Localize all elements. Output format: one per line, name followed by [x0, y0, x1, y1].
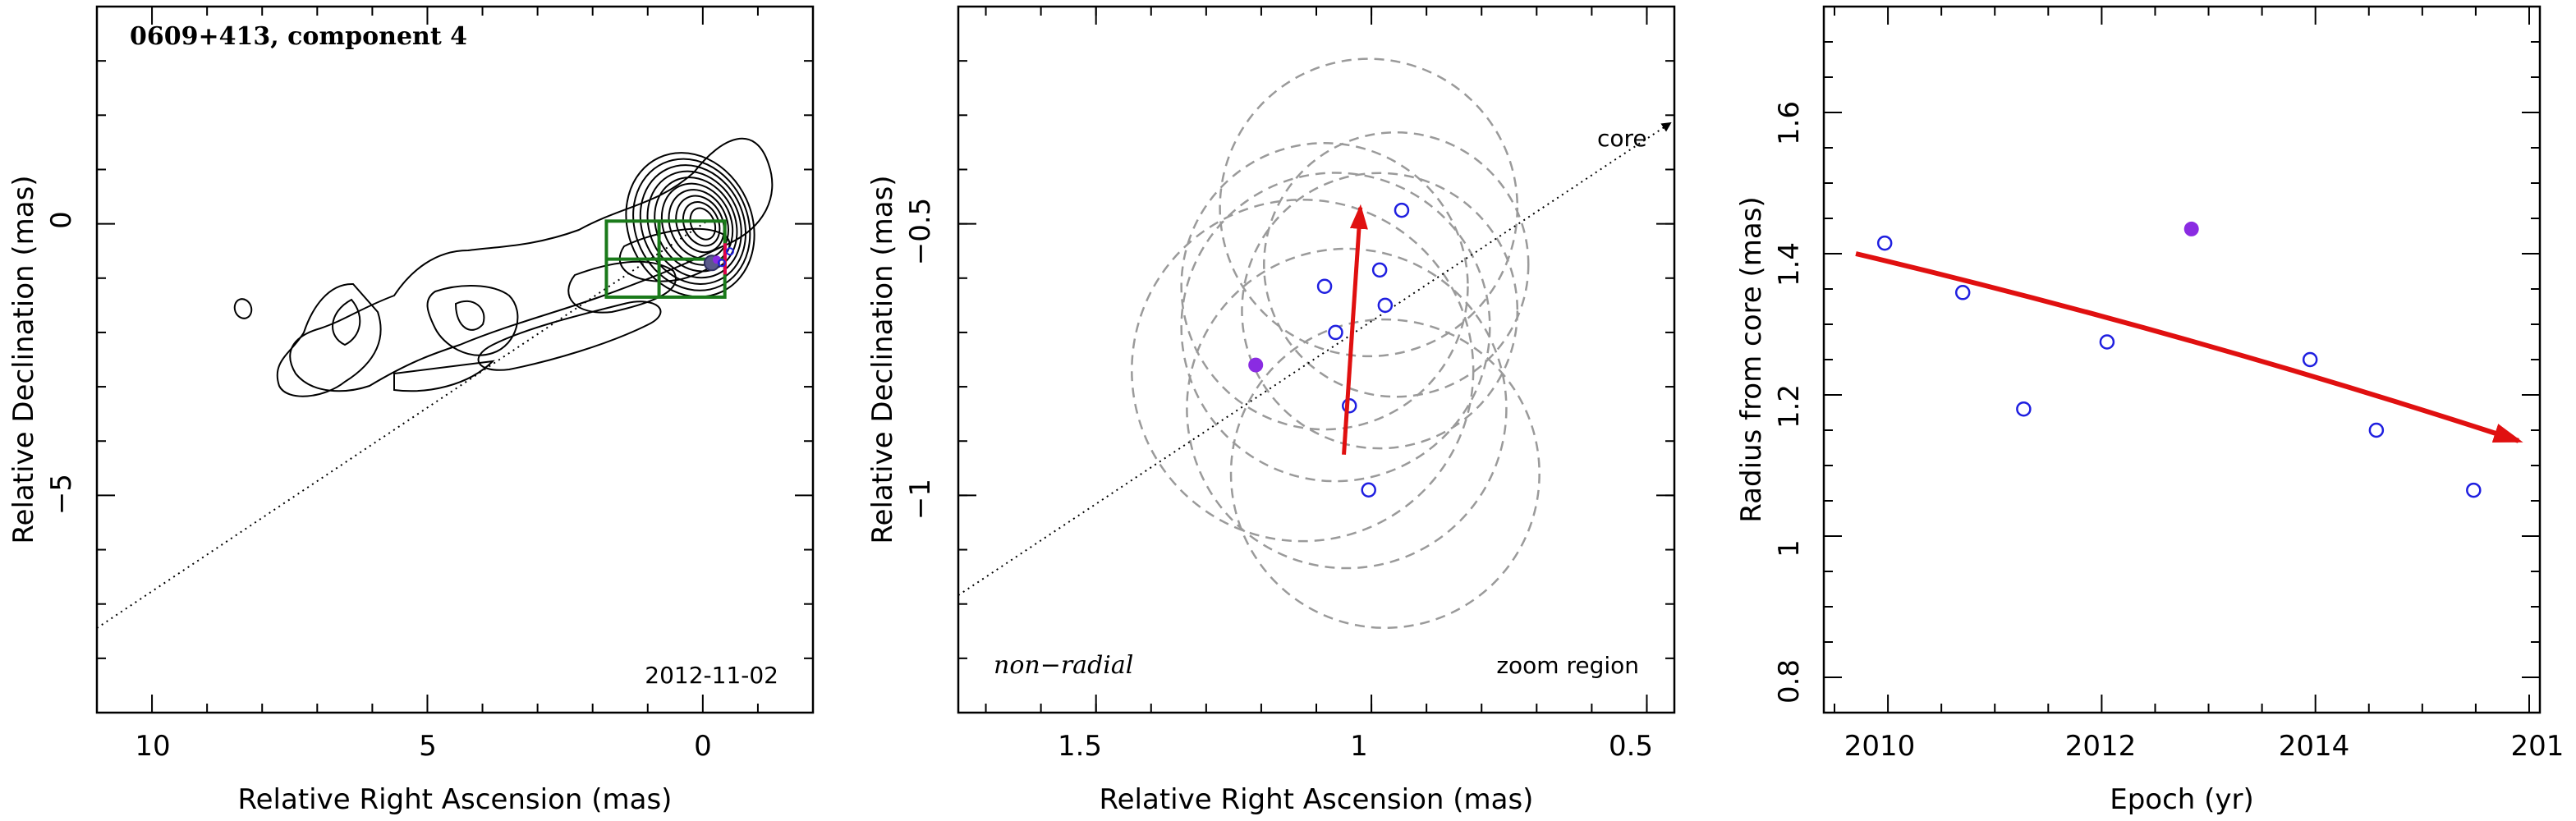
panel-1-contour-lobe-inner	[332, 298, 361, 346]
panel-2-point	[1371, 262, 1388, 278]
panel-3-ytick-label-1.6: 1.6	[1773, 101, 1806, 145]
panel-1-xtick-label-10: 10	[135, 730, 170, 763]
panel-2-uncertainty-circle	[1180, 172, 1491, 483]
panel-1-contour-core	[682, 201, 721, 247]
panel-1-x-axis-title: Relative Right Ascension (mas)	[238, 783, 673, 816]
panel-2-point	[1394, 202, 1410, 218]
panel-3-x-axis-title: Epoch (yr)	[2110, 783, 2254, 816]
panel-1: 0609+413, component 4 2012-11-02 10 5 0 …	[7, 5, 815, 816]
panel-2-points	[1248, 202, 1410, 498]
panel-1-ticks	[96, 7, 813, 713]
panel-2-zoom-region-label: zoom region	[1496, 652, 1639, 679]
panel-2-uncertainty-circle	[1180, 142, 1469, 431]
panel-3-frame	[1822, 5, 2542, 714]
panel-1-contour-core	[625, 152, 755, 298]
panel-2-ytick-label-minus1: −1	[904, 479, 937, 520]
panel-1-component-point	[725, 247, 734, 256]
panel-3-point	[2016, 401, 2032, 417]
panel-3-ytick-label-1: 1	[1773, 539, 1806, 557]
panel-2-uncertainty-circle	[1229, 318, 1541, 629]
panel-3-point	[1954, 285, 1971, 300]
panel-2-uncertainty-circle	[1241, 172, 1519, 450]
panel-1-jet-axis-line	[96, 221, 707, 629]
panel-3-point	[2302, 351, 2318, 368]
panel-3-ytick-label-1.2: 1.2	[1773, 384, 1806, 429]
panel-3-trend-line	[1855, 251, 2523, 443]
panel-2-frame	[957, 5, 1676, 714]
panel-1-ytick-label-minus5: −5	[45, 474, 78, 515]
panel-2-point-filled	[1248, 357, 1264, 373]
panel-1-xtick-label-0: 0	[694, 730, 712, 763]
panel-3-y-axis-title: Radius from core (mas)	[1735, 196, 1768, 522]
panel-3-ytick-label-1.4: 1.4	[1773, 242, 1806, 287]
panel-3-point	[2368, 422, 2385, 438]
panel-3-xtick-label-2010: 2010	[1844, 730, 1916, 763]
panel-2: core non−radial zoom region 1.5 1 0.5 −0…	[866, 5, 1676, 816]
panel-1-contour-core	[646, 170, 742, 279]
panel-2-y-axis-title: Relative Declination (mas)	[866, 175, 899, 544]
panel-1-title: 0609+413, component 4	[130, 22, 467, 51]
panel-2-xtick-label-1: 1	[1350, 730, 1368, 763]
panel-2-jet-axis-line	[957, 122, 1672, 596]
panel-2-uncertainty-circle	[1219, 57, 1519, 358]
panel-2-motion-arrow	[1342, 204, 1368, 455]
panel-1-component-point	[717, 259, 726, 268]
panel-3-point	[2099, 334, 2115, 350]
panel-2-core-label: core	[1597, 125, 1647, 152]
panel-2-point	[1316, 278, 1333, 294]
panel-3-xtick-label-2016: 201	[2511, 730, 2565, 763]
panel-2-ytick-label-minus0.5: −0.5	[904, 198, 937, 266]
panel-3-trend	[1855, 251, 2523, 443]
panel-2-x-axis-title: Relative Right Ascension (mas)	[1100, 783, 1534, 816]
panel-3-xtick-label-2014: 2014	[2279, 730, 2350, 763]
panel-2-ticks	[958, 7, 1674, 713]
panel-3-ytick-label-0.8: 0.8	[1773, 659, 1806, 704]
panel-1-ytick-label-0: 0	[45, 211, 78, 229]
panel-3-xtick-label-2012: 2012	[2065, 730, 2137, 763]
panel-1-frame	[95, 5, 815, 714]
panel-1-contour-knot	[426, 285, 519, 356]
panel-3-point	[1876, 235, 1893, 251]
panel-2-uncertainty-circle	[1263, 131, 1530, 398]
panel-2-xtick-label-0.5: 0.5	[1609, 730, 1653, 763]
panel-3-points	[1876, 221, 2482, 498]
panel-1-contour-lobe	[276, 282, 382, 397]
panel-3-point	[2466, 482, 2482, 498]
panel-1-contour-near-core-2	[567, 260, 677, 314]
panel-2-motion-arrow-line	[1342, 204, 1368, 455]
panel-2-uncertainty-circle	[1131, 199, 1475, 543]
panel-1-contour-isolated	[233, 298, 253, 319]
panel-2-nonradial-label: non−radial	[994, 651, 1133, 680]
panel-3-point-filled	[2183, 221, 2199, 236]
panel-1-contour-core	[639, 164, 747, 285]
panel-1-contour-outer	[289, 137, 774, 392]
panel-1-contour-knot-inner	[454, 300, 485, 331]
panel-2-uncertainty-circle	[1186, 247, 1508, 570]
panel-1-epoch-label: 2012-11-02	[645, 662, 778, 689]
panel-1-contour-jet-lower	[477, 300, 662, 371]
panel-3-ticks	[1824, 7, 2540, 713]
panel-2-point	[1361, 482, 1376, 498]
panel-1-contour-jet-tail	[393, 360, 495, 392]
panel-1-y-axis-title: Relative Declination (mas)	[7, 175, 40, 544]
panel-3: 2010 2012 2014 201 0.8 1 1.2 1.4 1.6 Epo…	[1735, 5, 2565, 816]
panel-2-xtick-label-1.5: 1.5	[1058, 730, 1102, 763]
panel-1-contour-core	[660, 182, 734, 266]
panel-2-point	[1377, 297, 1394, 314]
panel-1-component-markers	[703, 243, 734, 275]
panel-2-point	[1328, 324, 1343, 341]
panel-1-xtick-label-5: 5	[419, 730, 437, 763]
panel-1-contour-core	[632, 158, 751, 291]
panel-2-uncertainty-circles	[1131, 57, 1541, 629]
